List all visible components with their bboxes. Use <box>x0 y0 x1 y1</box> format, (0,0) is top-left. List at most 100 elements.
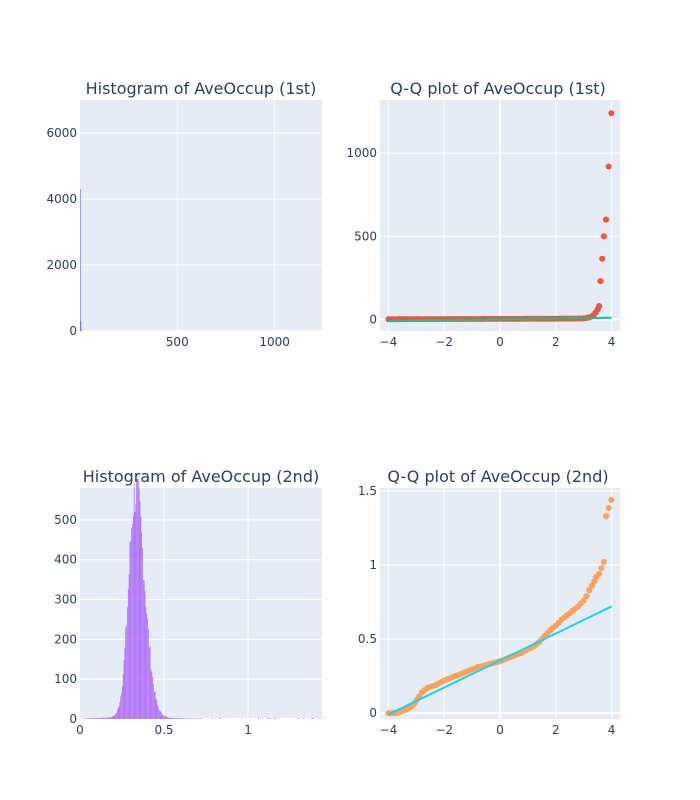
hist2-y-tick-label: 500 <box>54 513 77 527</box>
hist2-bar <box>215 718 216 719</box>
hist2-bar <box>132 524 133 719</box>
hist2-y-tick-label: 300 <box>54 593 77 607</box>
qq2-y-ticks: 0 0.5 1 1.5 <box>358 484 377 720</box>
hist1-bar <box>81 329 82 331</box>
qq2-point <box>603 513 610 520</box>
hist2-bar <box>160 712 162 719</box>
hist2-bars <box>80 478 325 719</box>
hist2-bar <box>178 718 180 719</box>
hist2-bar <box>138 488 140 719</box>
qq1-point <box>605 163 612 170</box>
hist2-bar <box>95 718 96 719</box>
hist2-bar <box>176 718 178 719</box>
hist2-bar <box>187 718 189 719</box>
qq2-point <box>452 673 459 680</box>
hist2-bar <box>115 713 116 719</box>
hist2-bar <box>134 512 136 719</box>
hist2-bar <box>183 718 185 719</box>
hist2-bar <box>184 718 185 719</box>
hist1-x-tick-label: 500 <box>166 335 189 349</box>
hist1-y-tick-label: 0 <box>69 324 77 338</box>
qq1-x-tick-label: −2 <box>435 335 453 349</box>
hist2-bar <box>165 716 167 719</box>
hist2-bar <box>101 717 103 719</box>
qq1-y-tick-label: 1000 <box>346 146 377 160</box>
qq2-point <box>424 684 431 691</box>
hist2-bar <box>199 718 201 719</box>
qq2-x-tick-label: 4 <box>608 723 616 737</box>
hist2-bar <box>177 718 179 719</box>
qq2-panel: −4 −2 0 2 4 0 0.5 1 1.5 Q-Q plot of AveOccup (2… <box>358 467 620 737</box>
hist2-bar <box>169 717 170 719</box>
hist2-bar <box>167 717 169 719</box>
hist2-bar <box>164 715 165 719</box>
hist2-bar <box>108 717 110 719</box>
qq1-title: Q-Q plot of AveOccup (1st) <box>390 79 606 98</box>
hist2-bar <box>87 718 89 719</box>
hist2-bar <box>136 479 137 719</box>
qq2-point <box>563 612 570 619</box>
hist2-bar <box>269 718 270 719</box>
hist2-bar <box>104 717 106 719</box>
qq2-point <box>569 607 576 614</box>
hist2-bar <box>127 607 128 719</box>
hist2-bar <box>171 717 173 719</box>
hist2-bar <box>125 627 127 719</box>
hist2-bar <box>186 718 188 719</box>
hist2-bar <box>153 692 155 719</box>
hist2-bar <box>149 646 151 719</box>
hist2-bar <box>146 613 148 719</box>
qq2-point <box>596 570 603 577</box>
hist2-bar <box>143 580 144 719</box>
hist2-bar <box>99 717 101 719</box>
hist2-bar <box>311 718 312 719</box>
hist1-bars <box>80 189 82 331</box>
hist2-bar <box>113 715 115 719</box>
hist2-x-tick-label: 0.5 <box>154 723 173 737</box>
hist2-bar <box>107 717 109 719</box>
hist2-bar <box>259 718 261 719</box>
hist2-bar <box>185 718 186 719</box>
hist2-bar <box>219 717 221 719</box>
hist2-bar <box>90 718 92 719</box>
qq2-point <box>552 622 559 629</box>
hist2-bar <box>155 698 157 719</box>
hist2-x-tick-label: 0 <box>76 723 84 737</box>
qq2-point <box>474 664 481 671</box>
qq2-point <box>558 616 565 623</box>
hist2-bar <box>117 707 119 719</box>
hist2-bar <box>92 718 94 719</box>
hist2-bar <box>97 718 99 719</box>
hist2-bar <box>319 718 321 719</box>
hist2-y-tick-label: 400 <box>54 553 77 567</box>
hist2-bar <box>152 676 153 719</box>
qq1-x-ticks: −4 −2 0 2 4 <box>380 335 616 349</box>
hist2-bar <box>140 516 142 719</box>
qq2-point <box>580 597 587 604</box>
hist2-bar <box>112 715 114 719</box>
qq2-marks <box>385 496 615 717</box>
hist1-x-ticks: 500 1000 <box>166 335 290 349</box>
hist2-bar <box>173 717 174 719</box>
hist2-bar <box>163 715 164 719</box>
hist2-bar <box>175 718 177 719</box>
hist2-bar <box>303 717 305 719</box>
qq1-y-tick-label: 500 <box>354 229 377 243</box>
hist2-bar <box>162 715 164 719</box>
qq1-fit-line <box>388 316 612 323</box>
hist2-bar <box>147 618 148 719</box>
hist2-y-tick-label: 100 <box>54 672 77 686</box>
qq2-y-tick-label: 1 <box>369 558 377 572</box>
hist2-bar <box>148 628 149 719</box>
hist2-bar <box>98 717 100 719</box>
hist2-bar <box>158 707 159 719</box>
hist2-bar <box>143 580 145 719</box>
hist2-plot-area <box>80 488 322 719</box>
hist2-bar <box>153 684 154 719</box>
hist2-bar <box>90 718 91 719</box>
hist2-title: Histogram of AveOccup (2nd) <box>83 467 319 486</box>
qq1-point <box>599 255 606 262</box>
hist2-bar <box>274 718 276 719</box>
qq1-x-tick-label: 4 <box>608 335 616 349</box>
